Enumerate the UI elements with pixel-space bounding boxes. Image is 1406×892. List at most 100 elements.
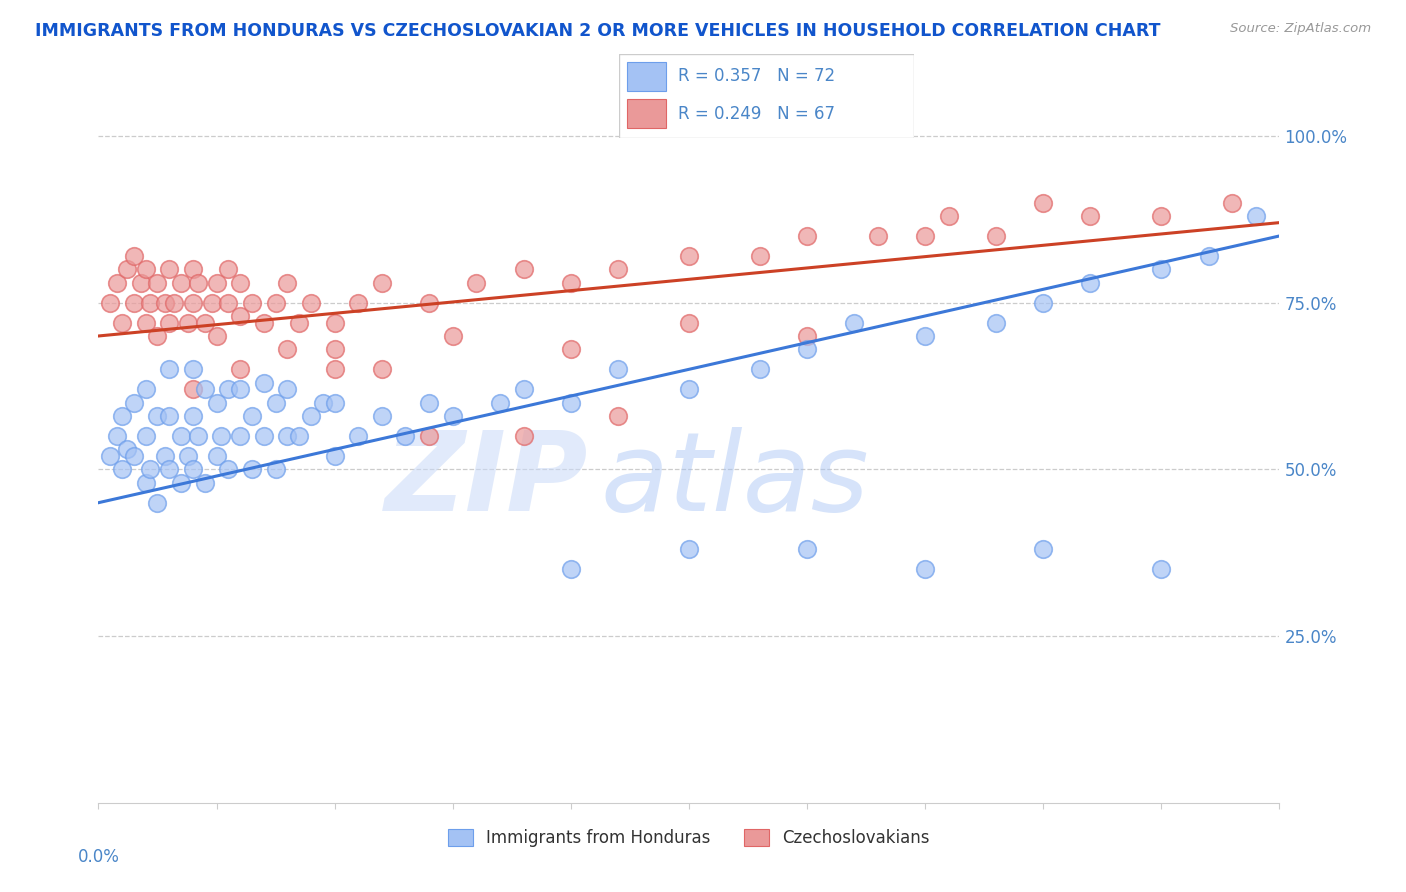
Point [371,276,394,290]
Bar [627,62,666,91]
Point [122,395,145,409]
Point [796,329,818,343]
Point [135,316,157,330]
Legend: Immigrants from Honduras, Czechoslovakians: Immigrants from Honduras, Czechoslovakia… [441,822,936,854]
Point [441,409,464,423]
Point [157,462,180,476]
Point [607,362,630,376]
Point [98,295,121,310]
Point [153,449,176,463]
Point [560,276,582,290]
Point [194,382,217,396]
Point [276,382,298,396]
Point [157,262,180,277]
Point [1244,209,1267,223]
Point [560,562,582,576]
Point [1150,262,1173,277]
Point [229,382,252,396]
Point [229,276,252,290]
Point [217,262,239,277]
Point [323,316,346,330]
Point [122,449,145,463]
Point [105,276,128,290]
Point [299,409,322,423]
Point [153,295,176,310]
Point [678,316,700,330]
Point [323,395,346,409]
Point [240,462,263,476]
Point [1220,195,1243,210]
Point [98,449,121,463]
Point [512,262,534,277]
Point [607,409,630,423]
Point [177,316,200,330]
Point [205,329,228,343]
Point [914,229,936,244]
Point [560,395,582,409]
Point [181,382,204,396]
Point [1150,562,1173,576]
Point [323,362,346,376]
Point [170,475,193,490]
Point [323,343,346,357]
Point [984,229,1007,244]
Point [844,316,866,330]
Point [115,262,138,277]
Point [796,343,818,357]
Point [209,429,232,443]
Point [1032,195,1054,210]
Point [229,429,252,443]
Point [299,295,322,310]
Point [512,429,534,443]
Text: R = 0.249   N = 67: R = 0.249 N = 67 [678,104,835,123]
Point [512,382,534,396]
Point [139,295,162,310]
Point [418,395,440,409]
Point [441,329,464,343]
Point [229,309,252,323]
Point [135,429,157,443]
Point [253,376,276,390]
FancyBboxPatch shape [619,54,914,138]
Point [264,462,287,476]
Point [1032,295,1054,310]
Text: ZIP: ZIP [385,427,589,534]
Point [489,395,512,409]
Point [181,262,204,277]
Point [866,229,889,244]
Point [205,276,228,290]
Point [678,542,700,557]
Point [122,249,145,263]
Point [347,429,370,443]
Point [129,276,152,290]
Point [194,475,217,490]
Point [115,442,138,457]
Point [170,276,193,290]
Point [111,409,134,423]
Point [229,362,252,376]
Point [748,249,770,263]
Point [288,316,311,330]
Point [181,362,204,376]
Point [276,429,298,443]
Point [181,295,204,310]
Point [157,316,180,330]
Point [394,429,416,443]
Point [796,542,818,557]
Point [465,276,488,290]
Point [312,395,335,409]
Point [418,295,440,310]
Point [748,362,770,376]
Text: R = 0.357   N = 72: R = 0.357 N = 72 [678,68,835,86]
Point [276,276,298,290]
Point [217,462,239,476]
Point [607,262,630,277]
Point [111,462,134,476]
Point [217,295,239,310]
Point [323,449,346,463]
Point [135,382,157,396]
Point [1198,249,1220,263]
Point [1150,209,1173,223]
Text: 0.0%: 0.0% [77,848,120,866]
Point [205,449,228,463]
